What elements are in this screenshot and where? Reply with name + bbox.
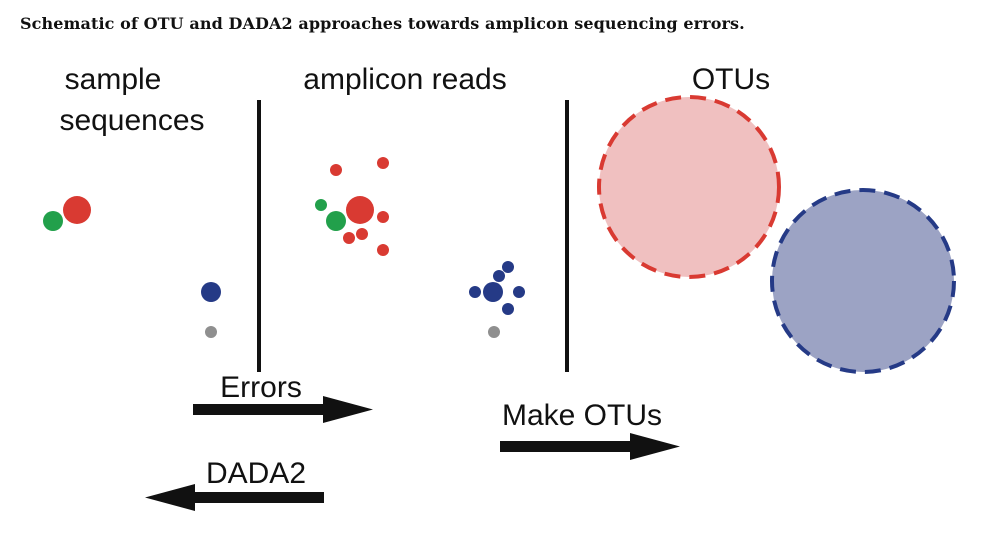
read-gray-dot <box>488 326 500 338</box>
read-red-error-dot <box>377 211 389 223</box>
read-red-error-dot <box>330 164 342 176</box>
read-blue-error-dot <box>513 286 525 298</box>
figure-caption: Schematic of OTU and DADA2 approaches to… <box>20 14 745 33</box>
heading-sample: sample <box>65 63 162 96</box>
read-red-error-dot <box>377 157 389 169</box>
reads-blue-cluster <box>469 261 525 315</box>
read-red-error-dot <box>343 232 355 244</box>
read-blue-error-dot <box>493 270 505 282</box>
read-red-center-dot <box>346 196 374 224</box>
otu-red-circle <box>597 95 781 279</box>
label-make-otus: Make OTUs <box>502 399 662 432</box>
reads-green-cluster <box>315 199 346 231</box>
sample-sequences-dots <box>43 196 221 338</box>
read-red-error-dot <box>377 244 389 256</box>
sample-blue-dot <box>201 282 221 302</box>
read-blue-error-dot <box>469 286 481 298</box>
read-green-center-dot <box>326 211 346 231</box>
heading-otus: OTUs <box>692 63 770 96</box>
sample-gray-dot <box>205 326 217 338</box>
heading-sequences: sequences <box>59 104 204 137</box>
read-blue-error-dot <box>502 303 514 315</box>
heading-amplicon-reads: amplicon reads <box>303 63 506 96</box>
read-blue-center-dot <box>483 282 503 302</box>
read-red-error-dot <box>356 228 368 240</box>
arrow-dada2 <box>145 484 324 511</box>
read-blue-error-dot <box>502 261 514 273</box>
arrow-errors <box>193 396 373 423</box>
label-dada2: DADA2 <box>206 457 306 490</box>
sample-green-dot <box>43 211 63 231</box>
otu-blue-circle <box>770 188 956 374</box>
read-green-error-dot <box>315 199 327 211</box>
label-errors: Errors <box>220 371 302 404</box>
sample-red-dot <box>63 196 91 224</box>
arrow-make-otus <box>500 433 680 460</box>
reads-red-cluster <box>330 157 389 256</box>
